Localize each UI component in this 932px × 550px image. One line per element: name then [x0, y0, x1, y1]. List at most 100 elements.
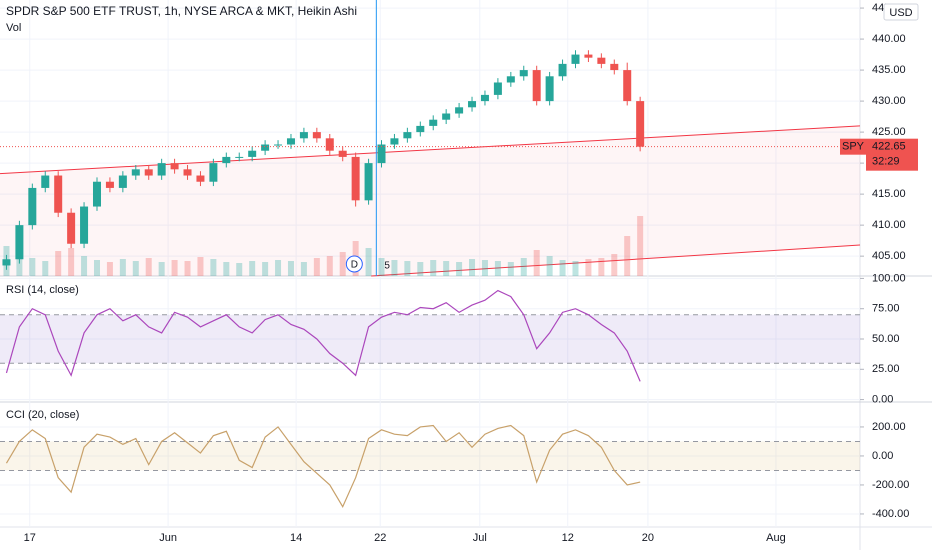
- candle-body: [325, 138, 334, 151]
- volume-bar: [494, 261, 501, 276]
- candle-body: [196, 175, 205, 182]
- x-tick-label: 17: [24, 532, 36, 544]
- countdown-label: 32:29: [872, 156, 900, 168]
- volume-bar: [16, 254, 23, 276]
- y-tick-label: 405.00: [872, 250, 906, 262]
- candle-body: [248, 150, 257, 157]
- volume-bar: [624, 236, 631, 276]
- volume-bar: [132, 261, 139, 276]
- candle-body: [105, 181, 114, 188]
- candle-body: [67, 212, 76, 244]
- y-tick-label: 440.00: [872, 33, 906, 45]
- plot: 405.00410.00415.00420.00425.00430.00435.…: [0, 0, 918, 544]
- candle-body: [41, 175, 50, 188]
- candle-body: [506, 76, 515, 83]
- pane-title: RSI (14, close): [6, 284, 79, 296]
- volume-bar: [158, 262, 165, 276]
- y-tick-label: 430.00: [872, 95, 906, 107]
- x-tick-label: Jun: [159, 532, 177, 544]
- candle-body: [493, 82, 502, 95]
- volume-bar: [287, 261, 294, 276]
- volume-bar: [68, 248, 75, 276]
- volume-bar: [520, 258, 527, 276]
- candle-body: [390, 138, 399, 145]
- candle-body: [610, 63, 619, 71]
- volume-bar: [197, 257, 204, 276]
- candle-body: [235, 156, 244, 158]
- trend-line: [0, 125, 861, 175]
- y-tick-label: 25.00: [872, 363, 900, 375]
- volume-bar: [42, 261, 49, 276]
- volume-bar: [93, 260, 100, 276]
- candle-body: [364, 163, 373, 201]
- volume-label: Vol: [6, 22, 21, 34]
- candle-body: [351, 156, 360, 201]
- candle-body: [15, 225, 24, 260]
- candle-body: [571, 54, 580, 64]
- candle-body: [54, 175, 63, 213]
- volume-bar: [223, 262, 230, 276]
- volume-bar: [106, 262, 113, 276]
- volume-bar: [184, 261, 191, 276]
- y-tick-label: 50.00: [872, 333, 900, 345]
- candle-body: [545, 76, 554, 102]
- currency[interactable]: USD: [889, 7, 912, 19]
- currency-box[interactable]: [883, 3, 919, 21]
- volume-bar: [339, 252, 346, 276]
- volume-bar: [430, 260, 437, 276]
- volume-bar: [572, 261, 579, 276]
- event-marker: [345, 255, 363, 273]
- symbol-label: SPY: [842, 141, 865, 153]
- x-tick-label: 20: [642, 532, 654, 544]
- last-price-box: [866, 138, 918, 171]
- candle-body: [416, 125, 425, 133]
- volume-bar: [378, 258, 385, 276]
- candle-body: [636, 101, 645, 147]
- candle-body: [519, 70, 528, 77]
- volume-bar: [29, 258, 36, 276]
- y-tick-label: 0.00: [872, 450, 893, 462]
- candle-body: [403, 132, 412, 139]
- symbol-box: [840, 138, 866, 155]
- y-tick-label: 410.00: [872, 219, 906, 231]
- volume-bar: [210, 259, 217, 276]
- indicator-line: [5, 289, 641, 382]
- volume-bar: [300, 262, 307, 276]
- volume-bar: [326, 256, 333, 276]
- candle-body: [468, 101, 477, 108]
- candle-body: [2, 259, 11, 266]
- y-tick-label: 0.00: [872, 393, 893, 405]
- candle-body: [274, 144, 283, 146]
- volume-bar: [559, 260, 566, 276]
- candle-body: [442, 113, 451, 120]
- x-tick-label: 14: [290, 532, 302, 544]
- volume-bar: [262, 262, 269, 276]
- candle-body: [222, 156, 231, 164]
- candle-body: [80, 206, 89, 244]
- volume-bar: [585, 259, 592, 276]
- band-fill: [0, 314, 860, 364]
- y-tick-label: 415.00: [872, 188, 906, 200]
- chart-title: SPDR S&P 500 ETF TRUST, 1h, NYSE ARCA & …: [6, 4, 357, 18]
- y-tick-label: -400.00: [872, 508, 909, 520]
- y-tick-label: 200.00: [872, 421, 906, 433]
- volume-bar: [145, 258, 152, 276]
- band-fill: [0, 441, 860, 471]
- event-count: 5: [384, 261, 390, 272]
- volume-bar: [404, 261, 411, 276]
- volume-bar: [275, 260, 282, 276]
- volume-bar: [391, 260, 398, 276]
- y-tick-label: 75.00: [872, 303, 900, 315]
- x-tick-label: Jul: [473, 532, 487, 544]
- volume-bar: [236, 263, 243, 276]
- x-tick-label: Aug: [766, 532, 786, 544]
- candle-body: [312, 132, 321, 139]
- volume-bar: [365, 248, 372, 276]
- candle-body: [338, 150, 347, 157]
- candle-body: [377, 144, 386, 164]
- volume-bar: [456, 262, 463, 276]
- y-tick-label: 435.00: [872, 64, 906, 76]
- candle-body: [131, 169, 140, 176]
